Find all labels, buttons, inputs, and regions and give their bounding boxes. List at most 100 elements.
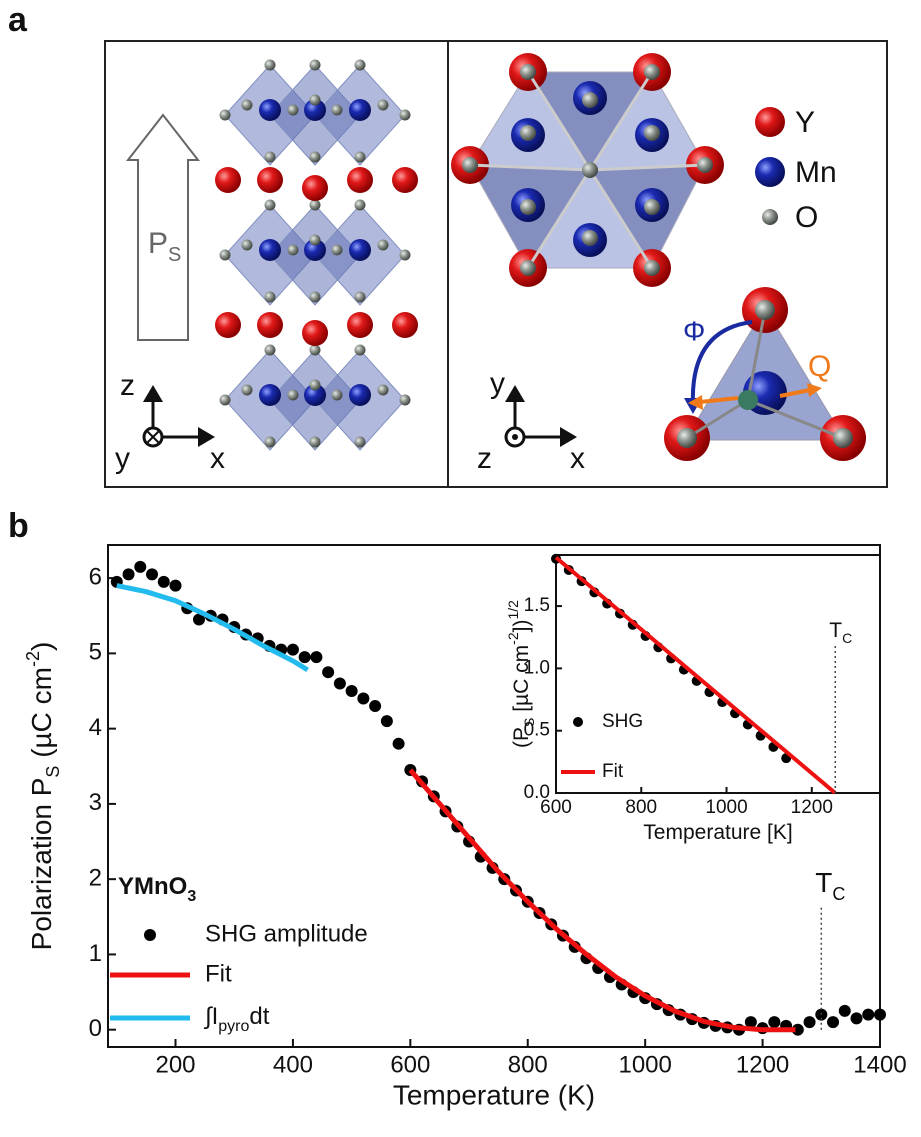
data-point	[791, 1023, 804, 1036]
y-axis-title: (PS [µC cm-2])1/2	[505, 600, 537, 748]
axis-letter: z	[477, 442, 492, 475]
legend-label: ∫Ipyrodt	[203, 1003, 270, 1034]
y-tick-label: 1.5	[524, 595, 550, 616]
legend-label: Fit	[602, 761, 624, 782]
tc-label-part: T	[829, 619, 842, 642]
legend-title: YMnO3	[118, 873, 196, 904]
chart: 600 800 1000 1200 0.0 0.5 1.0 1.5 Temperature [K…	[505, 553, 881, 843]
data-point	[146, 568, 159, 581]
y-tick-label: 0	[89, 1015, 102, 1042]
y-axis-title-part: ])	[510, 620, 533, 633]
panel-label: a	[8, 1, 28, 39]
tc-label: TC	[815, 867, 845, 903]
x-axis-title: Temperature [K]	[643, 820, 792, 843]
y-atom-row	[215, 312, 418, 346]
data-point	[322, 666, 335, 679]
tc-label-part: C	[842, 630, 852, 646]
data-point	[874, 1008, 886, 1021]
y-tick-label: 3	[89, 789, 102, 816]
x-tick-label: 400	[273, 1052, 313, 1079]
axis-letter: y	[115, 442, 130, 475]
x-tick-label: 1400	[853, 1052, 906, 1079]
x-tick-label: 600	[540, 797, 572, 818]
panel-a: a PS z y x Y Mn O y z x Φ Q	[8, 1, 888, 488]
axis-letter: z	[120, 369, 135, 402]
data-point	[134, 560, 147, 573]
data-point	[192, 613, 205, 626]
x-tick-label: 600	[390, 1052, 430, 1079]
legend-marker	[144, 929, 156, 941]
legend-label: SHG amplitude	[205, 920, 368, 947]
octahedra-layer	[219, 59, 411, 166]
data-point	[380, 715, 393, 728]
y-axis-title-part: Polarization P	[26, 778, 57, 951]
axes-icon-right	[504, 385, 577, 448]
legend-atom	[755, 107, 785, 137]
legend-title-part: YMnO	[118, 873, 187, 900]
y-tick-label: 0.0	[524, 782, 550, 803]
tc-label: TC	[829, 619, 852, 646]
legend-marker	[573, 717, 583, 727]
data-point	[369, 700, 382, 713]
y-axis-title-part: )	[26, 642, 57, 651]
legend-label: Fit	[205, 960, 232, 987]
octahedra-layer	[219, 199, 411, 306]
x-tick-label: 1200	[791, 797, 833, 818]
y-tick-label: 4	[89, 714, 102, 741]
data-point	[827, 1016, 840, 1029]
data-line	[116, 583, 309, 673]
data-point	[286, 643, 299, 656]
y-axis-title: Polarization PS (µC cm-2)	[23, 642, 63, 951]
ps-text: P	[148, 227, 168, 260]
y-axis-title-part: S	[43, 766, 63, 778]
distortion-triangle	[664, 287, 866, 461]
data-point	[345, 685, 358, 698]
y-tick-label: 1.0	[524, 657, 550, 678]
y-tick-label: 2	[89, 865, 102, 892]
data-line	[554, 555, 837, 795]
x-tick-label: 1000	[618, 1052, 671, 1079]
legend-atom	[762, 209, 778, 225]
data-point	[310, 651, 323, 664]
axis-letter: y	[490, 367, 505, 400]
ps-label: PS	[148, 227, 181, 266]
hexagon-structure	[451, 53, 724, 287]
y-axis-title-part: [µC cm	[510, 645, 533, 718]
tc-label-part: C	[832, 884, 845, 904]
data-line	[408, 768, 796, 1033]
axes-icon-left	[142, 385, 215, 448]
legend-label-part: pyro	[218, 1018, 249, 1035]
x-axis-title-part: Temperature [K]	[643, 820, 792, 843]
ps-arrow	[125, 113, 201, 341]
y-axis-title-part: S	[521, 718, 537, 727]
legend-title-part: 3	[187, 888, 196, 905]
data-point	[744, 1016, 757, 1029]
phi-label: Φ	[683, 315, 705, 346]
tc-label-part: T	[815, 867, 832, 898]
y-tick-label: 1	[89, 940, 102, 967]
x-axis-title: Temperature (K)	[393, 1080, 595, 1111]
q-label: Q	[808, 350, 831, 383]
octahedra-layer	[219, 344, 411, 451]
y-axis-title-part: (P	[510, 727, 533, 748]
y-tick-label: 5	[89, 639, 102, 666]
y-axis-title-part: -2	[505, 632, 521, 645]
data-point	[333, 677, 346, 690]
data-point	[392, 737, 405, 750]
y-axis-title-part: (µC cm	[26, 667, 57, 766]
data-point	[803, 1016, 816, 1029]
chart: 200 400 600 800 1000 1200 1400 0 1 2 3 4 5 6 Temperatu…	[23, 544, 907, 1111]
plot-frame	[555, 554, 881, 794]
plot-frame	[107, 544, 881, 1048]
panel-label: b	[8, 507, 29, 545]
data-point	[157, 575, 170, 588]
y-axis-title-part: -2	[23, 651, 43, 667]
x-tick-label: 800	[625, 797, 657, 818]
panel-b: 200 400 600 800 1000 1200 1400 0 1 2 3 4 5 6 Temperatu…	[23, 544, 907, 1111]
axis-letter: x	[570, 442, 585, 475]
legend-label-part: ∫I	[203, 1003, 218, 1030]
y-atom-row	[215, 167, 418, 201]
data-point	[122, 568, 135, 581]
data-point	[838, 1004, 851, 1017]
x-tick-label: 800	[508, 1052, 548, 1079]
